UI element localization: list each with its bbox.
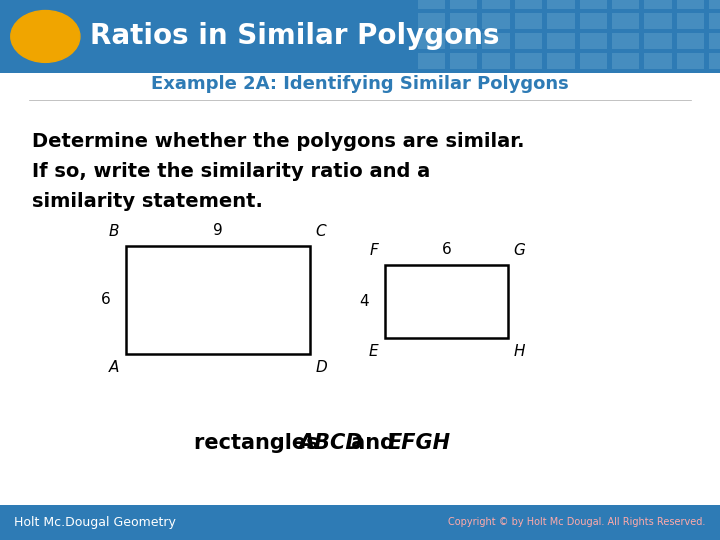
Bar <box>644 13 672 29</box>
Text: ABCD: ABCD <box>299 433 364 453</box>
Bar <box>580 13 607 29</box>
Bar <box>547 0 575 9</box>
Bar <box>580 53 607 69</box>
Bar <box>709 13 720 29</box>
Bar <box>709 53 720 69</box>
Text: Example 2A: Identifying Similar Polygons: Example 2A: Identifying Similar Polygons <box>151 75 569 93</box>
Bar <box>709 0 720 9</box>
Text: similarity statement.: similarity statement. <box>32 192 264 211</box>
Bar <box>450 53 477 69</box>
Bar <box>644 0 672 9</box>
Text: If so, write the similarity ratio and a: If so, write the similarity ratio and a <box>32 162 431 181</box>
Bar <box>677 53 704 69</box>
Bar <box>0 0 720 73</box>
Bar <box>612 13 639 29</box>
Bar <box>580 0 607 9</box>
Circle shape <box>11 10 80 62</box>
Bar <box>418 53 445 69</box>
Bar <box>450 0 477 9</box>
Text: 6: 6 <box>441 242 451 257</box>
Bar <box>418 13 445 29</box>
Bar <box>482 33 510 49</box>
Bar <box>418 0 445 9</box>
Bar <box>126 246 310 354</box>
Bar <box>515 53 542 69</box>
Text: Copyright © by Holt Mc Dougal. All Rights Reserved.: Copyright © by Holt Mc Dougal. All Right… <box>449 517 706 527</box>
Text: 4: 4 <box>360 294 369 308</box>
Bar <box>677 33 704 49</box>
Text: Determine whether the polygons are similar.: Determine whether the polygons are simil… <box>32 132 525 151</box>
Bar <box>482 0 510 9</box>
Bar <box>644 53 672 69</box>
Bar <box>515 33 542 49</box>
Bar <box>547 33 575 49</box>
Text: G: G <box>513 243 525 258</box>
Bar <box>515 13 542 29</box>
Text: Holt Mc.Dougal Geometry: Holt Mc.Dougal Geometry <box>14 516 176 529</box>
Bar <box>644 33 672 49</box>
Bar <box>709 33 720 49</box>
Bar <box>482 53 510 69</box>
Bar <box>515 0 542 9</box>
Text: 9: 9 <box>213 223 222 238</box>
Bar <box>547 53 575 69</box>
Text: EFGH: EFGH <box>387 433 451 453</box>
Bar <box>677 13 704 29</box>
Bar <box>482 13 510 29</box>
Bar <box>580 33 607 49</box>
Bar <box>0 505 720 540</box>
Text: rectangles: rectangles <box>194 433 326 453</box>
Bar <box>450 13 477 29</box>
Text: 6: 6 <box>100 292 110 307</box>
Text: H: H <box>513 344 525 359</box>
Text: B: B <box>108 224 119 239</box>
Bar <box>677 0 704 9</box>
Bar <box>612 0 639 9</box>
Text: E: E <box>369 344 378 359</box>
Bar <box>385 265 508 338</box>
Text: D: D <box>315 360 327 375</box>
Text: A: A <box>109 360 119 375</box>
Text: F: F <box>369 243 378 258</box>
Bar <box>450 33 477 49</box>
Bar <box>418 33 445 49</box>
Bar <box>612 53 639 69</box>
Text: C: C <box>315 224 326 239</box>
Text: Ratios in Similar Polygons: Ratios in Similar Polygons <box>90 23 500 50</box>
Bar <box>0 73 720 505</box>
Bar <box>547 13 575 29</box>
Text: and: and <box>344 433 402 453</box>
Bar <box>612 33 639 49</box>
